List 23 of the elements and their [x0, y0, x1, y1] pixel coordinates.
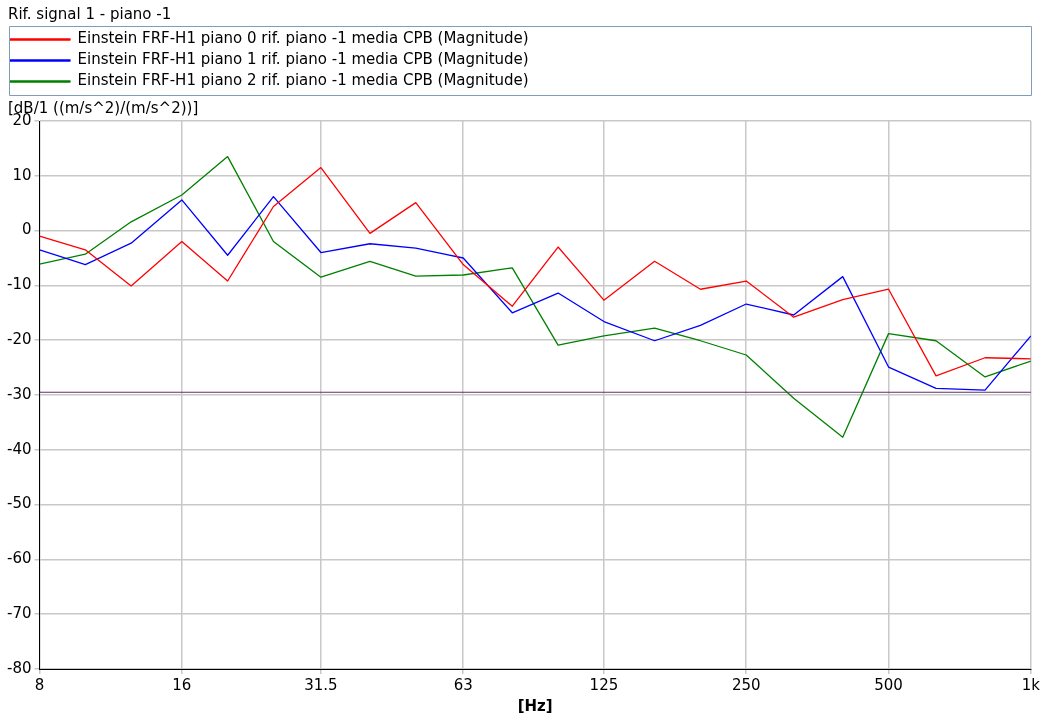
y-tick-label: -80: [7, 658, 32, 677]
x-axis-title: [Hz]: [517, 696, 553, 715]
x-tick-label: 16: [172, 675, 192, 694]
legend-label: Einstein FRF-H1 piano 1 rif. piano -1 media CPB (Magnitude): [77, 50, 529, 69]
x-tick-label: 1k: [1021, 675, 1041, 694]
y-tick-label: -70: [7, 604, 32, 623]
y-tick-label: 10: [12, 165, 32, 184]
legend-label: Einstein FRF-H1 piano 0 rif. piano -1 media CPB (Magnitude): [77, 29, 529, 48]
y-tick-label: -20: [7, 330, 32, 349]
y-tick-label: -50: [7, 494, 32, 513]
x-tick-label: 31.5: [304, 675, 338, 694]
legend-label: Einstein FRF-H1 piano 2 rif. piano -1 media CPB (Magnitude): [77, 71, 529, 90]
chart-title: Rif. signal 1 - piano -1: [8, 5, 172, 24]
x-tick-label: 125: [589, 675, 619, 694]
x-tick-label: 8: [34, 675, 45, 694]
x-tick-label: 500: [874, 675, 903, 694]
x-tick-label: 250: [731, 675, 761, 694]
y-tick-label: -60: [7, 549, 32, 568]
x-tick-label: 63: [453, 675, 473, 694]
y-tick-label: -40: [7, 439, 32, 458]
y-tick-label: -10: [7, 275, 32, 294]
y-tick-label: 0: [21, 220, 32, 239]
y-tick-label: -30: [7, 384, 32, 403]
